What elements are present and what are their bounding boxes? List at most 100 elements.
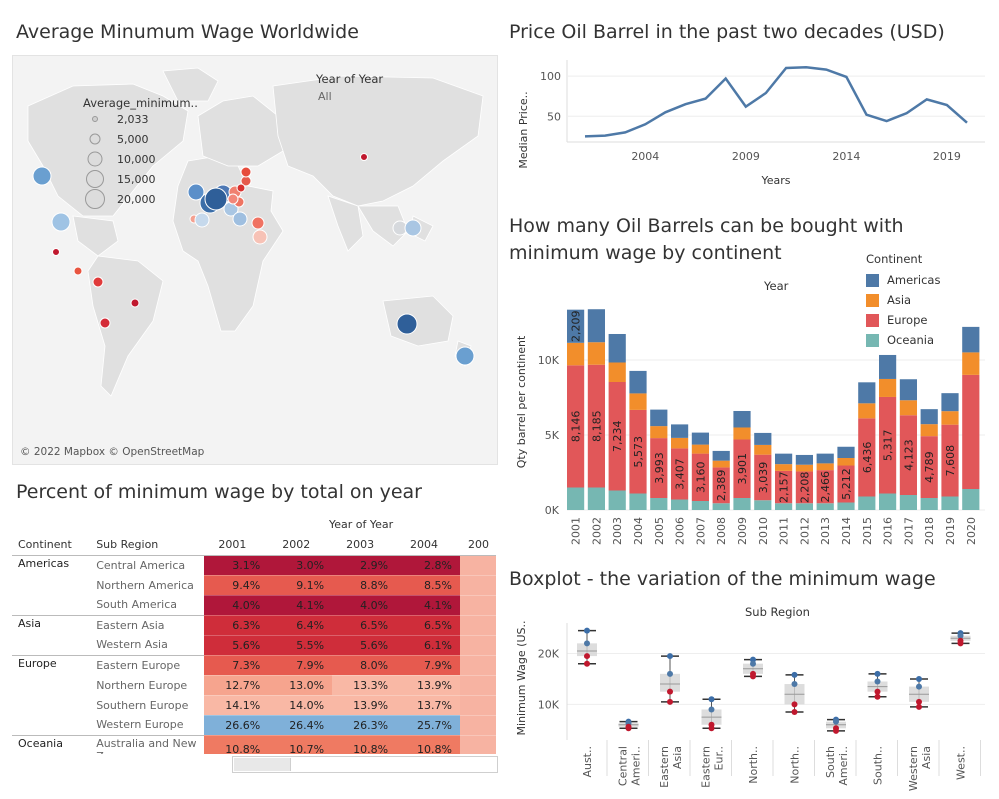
bar-americas-2015[interactable]: [858, 382, 876, 404]
bar-asia-2018[interactable]: [920, 424, 938, 437]
bar-europe-2005[interactable]: [650, 438, 668, 498]
cell-percent[interactable]: 10.8%: [332, 735, 397, 754]
legend-item-oceania[interactable]: Oceania: [866, 330, 991, 350]
scrollbar-thumb[interactable]: [234, 758, 291, 771]
map-filter-value[interactable]: All: [318, 90, 332, 103]
bar-americas-2008[interactable]: [712, 450, 730, 461]
bar-asia-2007[interactable]: [691, 444, 709, 454]
bar-asia-2008[interactable]: [712, 460, 730, 468]
cell-percent[interactable]: 5.6%: [332, 635, 397, 656]
bar-oceania-2016[interactable]: [879, 493, 897, 511]
bar-asia-2002[interactable]: [587, 342, 605, 365]
bar-europe-2009[interactable]: [733, 439, 751, 498]
cell-percent[interactable]: 14.1%: [204, 695, 269, 716]
bar-asia-2013[interactable]: [816, 463, 834, 471]
cell-percent[interactable]: [459, 595, 496, 616]
bar-asia-2017[interactable]: [899, 400, 917, 416]
bar-europe-2001[interactable]: [567, 365, 585, 488]
cell-percent[interactable]: [459, 695, 496, 716]
bar-europe-2019[interactable]: [941, 424, 959, 497]
bar-europe-2011[interactable]: [775, 470, 793, 504]
bar-asia-2015[interactable]: [858, 403, 876, 419]
cell-percent[interactable]: 12.7%: [204, 675, 269, 696]
bar-oceania-2013[interactable]: [816, 503, 834, 510]
bar-europe-2020[interactable]: [962, 374, 980, 489]
cell-percent[interactable]: [459, 735, 496, 754]
cell-percent[interactable]: 10.8%: [396, 735, 460, 754]
bar-asia-2004[interactable]: [629, 393, 647, 410]
cell-percent[interactable]: 6.1%: [396, 635, 460, 656]
bar-asia-2005[interactable]: [650, 426, 668, 439]
cell-percent[interactable]: [459, 715, 496, 736]
cell-percent[interactable]: 13.3%: [332, 675, 397, 696]
bar-oceania-2009[interactable]: [733, 498, 751, 510]
bar-americas-2012[interactable]: [795, 454, 813, 465]
bar-europe-2018[interactable]: [920, 436, 938, 498]
bar-europe-2012[interactable]: [795, 471, 813, 504]
bar-americas-2014[interactable]: [837, 446, 855, 459]
barrels-chart[interactable]: Qty barrel per continent 0K 5K 10K 8,146 2,…: [505, 290, 995, 550]
bar-europe-2006[interactable]: [671, 448, 689, 500]
bar-oceania-2003[interactable]: [608, 490, 626, 511]
bar-europe-2004[interactable]: [629, 409, 647, 494]
bar-oceania-2019[interactable]: [941, 496, 959, 511]
cell-percent[interactable]: [459, 675, 496, 696]
bar-americas-2003[interactable]: [608, 333, 626, 363]
cell-percent[interactable]: 4.0%: [204, 595, 269, 616]
bar-europe-2014[interactable]: [837, 465, 855, 503]
bar-americas-2004[interactable]: [629, 370, 647, 394]
bar-asia-2020[interactable]: [962, 352, 980, 375]
bar-americas-2009[interactable]: [733, 410, 751, 428]
bar-oceania-2010[interactable]: [754, 500, 772, 510]
cell-percent[interactable]: 5.5%: [268, 635, 333, 656]
cell-percent[interactable]: 8.5%: [396, 575, 460, 596]
box-body[interactable]: [660, 673, 680, 692]
bar-europe-2010[interactable]: [754, 454, 772, 501]
bar-oceania-2007[interactable]: [691, 501, 709, 510]
cell-percent[interactable]: 26.3%: [332, 715, 397, 736]
bar-oceania-2018[interactable]: [920, 498, 938, 510]
bar-asia-2011[interactable]: [775, 464, 793, 471]
cell-percent[interactable]: 6.4%: [268, 615, 333, 636]
cell-percent[interactable]: 6.5%: [332, 615, 397, 636]
legend-item-europe[interactable]: Europe: [866, 310, 991, 330]
cell-percent[interactable]: 26.6%: [204, 715, 269, 736]
bar-asia-2009[interactable]: [733, 427, 751, 440]
box-body[interactable]: [577, 643, 597, 657]
bar-americas-2005[interactable]: [650, 409, 668, 427]
bar-oceania-2002[interactable]: [587, 487, 605, 511]
bar-europe-2016[interactable]: [879, 396, 897, 494]
cell-percent[interactable]: 3.0%: [268, 555, 333, 576]
cell-percent[interactable]: 2.8%: [396, 555, 460, 576]
legend-item-americas[interactable]: Americas: [866, 270, 991, 290]
cell-percent[interactable]: 10.8%: [204, 735, 269, 754]
bar-americas-2019[interactable]: [941, 393, 959, 412]
bar-europe-2003[interactable]: [608, 381, 626, 491]
cell-percent[interactable]: 8.8%: [332, 575, 397, 596]
bar-europe-2015[interactable]: [858, 418, 876, 497]
bar-asia-2010[interactable]: [754, 444, 772, 455]
bar-asia-2016[interactable]: [879, 378, 897, 397]
bar-americas-2002[interactable]: [587, 309, 605, 343]
bar-asia-2003[interactable]: [608, 362, 626, 382]
bar-oceania-2006[interactable]: [671, 499, 689, 511]
bar-americas-2006[interactable]: [671, 424, 689, 438]
bar-europe-2013[interactable]: [816, 470, 834, 504]
bar-oceania-2011[interactable]: [775, 503, 793, 510]
map-circles[interactable]: [13, 56, 497, 464]
bar-asia-2001[interactable]: [567, 342, 585, 366]
boxplot-chart[interactable]: Minimum Wage (US.. 10K 20K Aust.. CentralA…: [505, 618, 995, 798]
cell-percent[interactable]: 13.9%: [332, 695, 397, 716]
oil-price-chart[interactable]: Median Price.. 50 100 2004 2009 2014 2019 Ye…: [505, 50, 995, 200]
bar-oceania-2004[interactable]: [629, 493, 647, 511]
bar-europe-2007[interactable]: [691, 453, 709, 501]
cell-percent[interactable]: 7.3%: [204, 655, 269, 676]
cell-percent[interactable]: 8.0%: [332, 655, 397, 676]
cell-percent[interactable]: 4.1%: [396, 595, 460, 616]
bar-americas-2001[interactable]: [567, 309, 585, 343]
bar-oceania-2014[interactable]: [837, 502, 855, 511]
bar-americas-2013[interactable]: [816, 453, 834, 464]
bar-asia-2014[interactable]: [837, 458, 855, 466]
bar-asia-2006[interactable]: [671, 437, 689, 449]
cell-percent[interactable]: 7.9%: [268, 655, 333, 676]
